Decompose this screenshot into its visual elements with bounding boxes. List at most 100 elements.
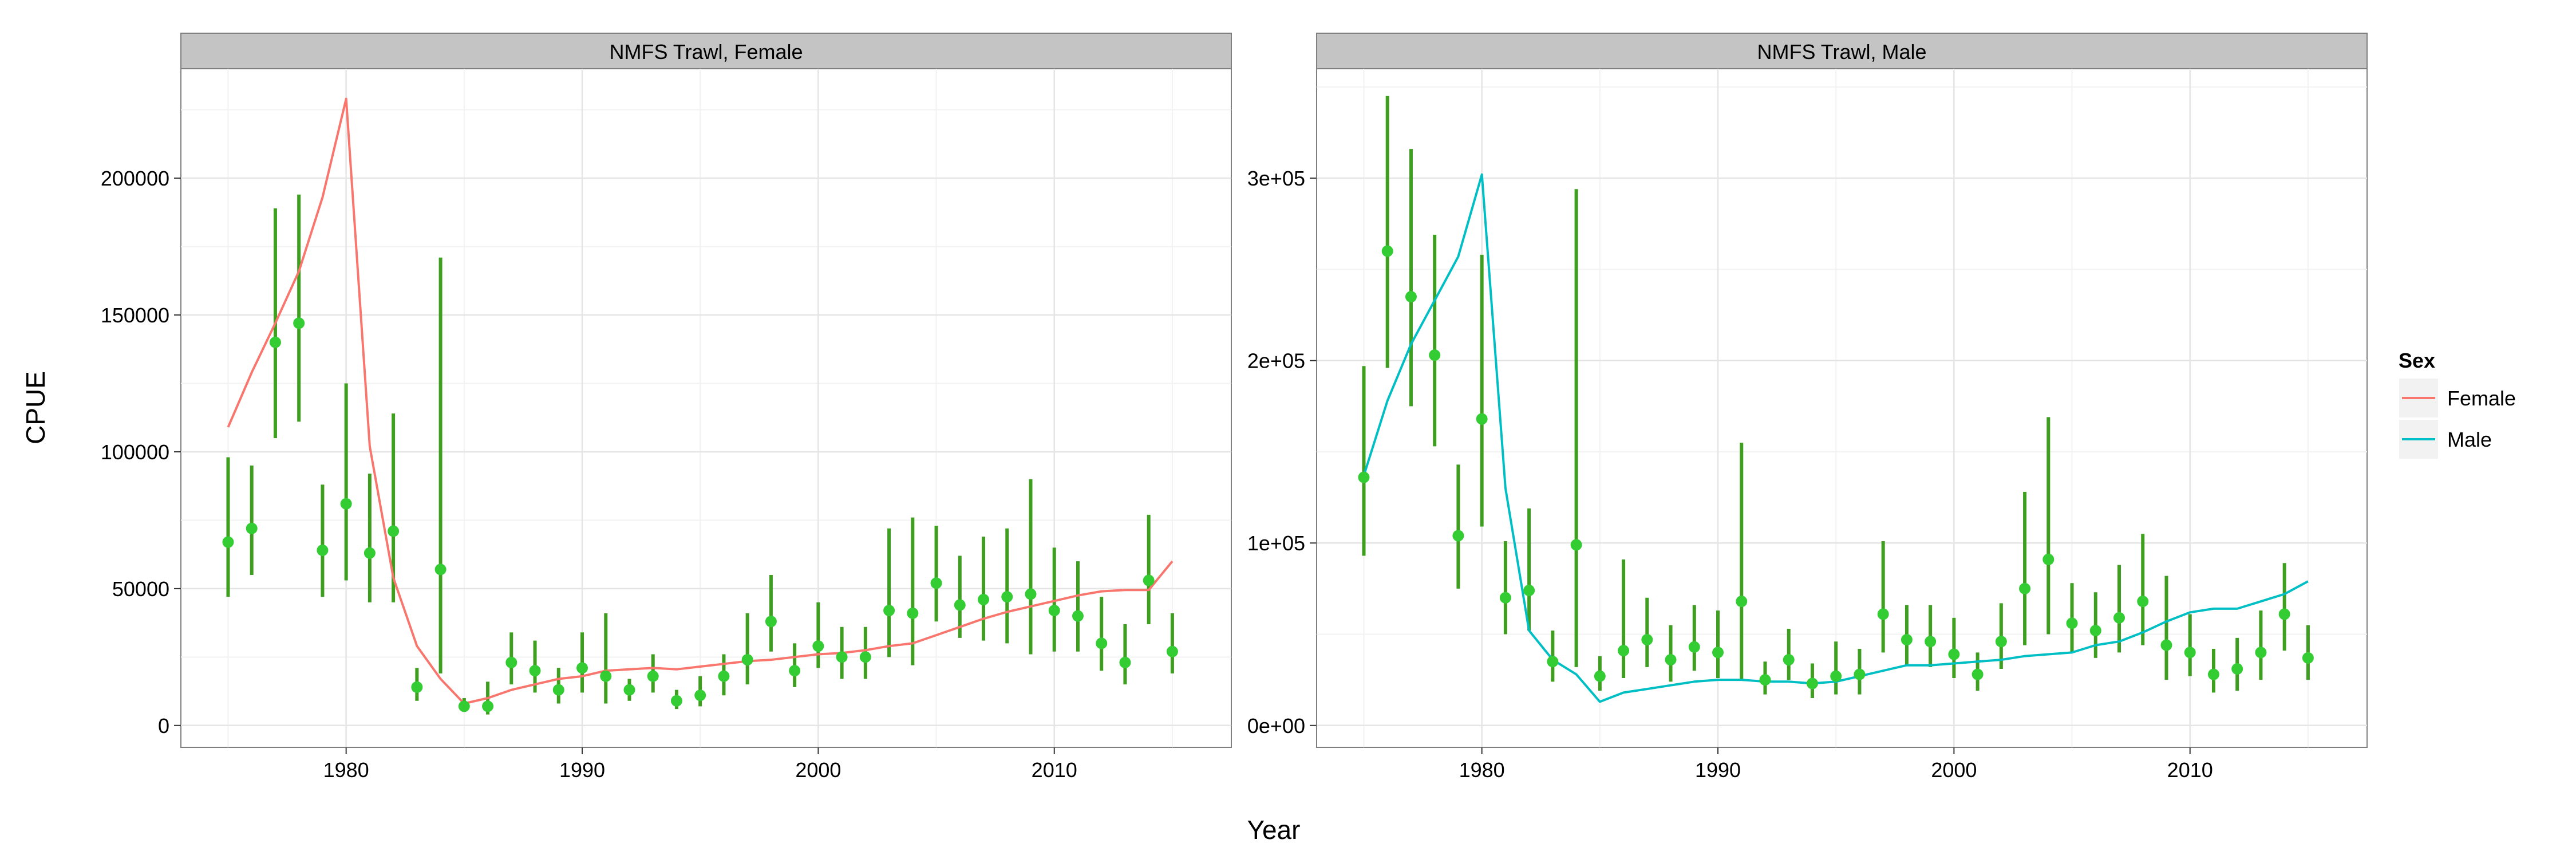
observed-point [388, 525, 400, 537]
observed-point [2066, 617, 2078, 629]
observed-point [1759, 674, 1771, 686]
x-tick-label: 1990 [559, 758, 605, 782]
observed-point [741, 654, 753, 666]
observed-point [1476, 413, 1488, 425]
observed-point [1523, 585, 1535, 597]
observed-point [883, 605, 895, 617]
observed-point [2160, 639, 2172, 651]
observed-point [1166, 645, 1178, 657]
observed-point [1452, 530, 1464, 542]
observed-point [2278, 608, 2290, 620]
y-tick-label: 100000 [101, 440, 169, 464]
x-tick-label: 2010 [2167, 758, 2213, 782]
observed-point [411, 681, 423, 693]
observed-point [293, 317, 305, 329]
observed-point [364, 547, 376, 559]
y-tick-label: 150000 [101, 304, 169, 327]
y-tick-label: 3e+05 [1247, 167, 1305, 190]
observed-point [812, 640, 824, 652]
observed-point [1971, 668, 1984, 680]
observed-point [1048, 605, 1060, 617]
observed-point [2113, 612, 2125, 624]
observed-point [1854, 668, 1866, 680]
panel-male-plot-area [1316, 68, 2368, 748]
observed-point [2089, 625, 2101, 637]
y-tick-label: 2e+05 [1247, 349, 1305, 373]
observed-point [930, 577, 942, 589]
observed-point [1618, 645, 1630, 657]
observed-point [765, 616, 777, 628]
observed-point [836, 651, 848, 663]
observed-point [1901, 634, 1913, 646]
observed-point [529, 665, 541, 677]
observed-point [1783, 654, 1795, 666]
observed-point [222, 536, 234, 548]
observed-point [1358, 471, 1370, 483]
panel-female-strip [180, 33, 1232, 69]
observed-point [1143, 574, 1155, 586]
observed-point [458, 700, 470, 712]
observed-point [718, 670, 730, 682]
observed-point [1119, 656, 1131, 668]
observed-point [576, 662, 588, 674]
panel-male-strip-title: NMFS Trawl, Male [1757, 40, 1926, 64]
observed-point [1995, 636, 2007, 648]
observed-point [1948, 648, 1960, 660]
observed-point [1925, 636, 1937, 648]
observed-point [1877, 608, 1889, 620]
observed-point [1547, 656, 1559, 668]
observed-point [1594, 670, 1606, 682]
panel-female-x-axis: 1980 1990 2000 2010 [323, 747, 1077, 782]
observed-point [2207, 668, 2219, 680]
observed-point [2042, 553, 2055, 565]
legend-title: Sex [2399, 349, 2435, 372]
observed-point [2302, 652, 2314, 664]
legend-label-female: Female [2447, 387, 2516, 410]
observed-point [1712, 647, 1724, 659]
legend: Sex Female Male [2398, 349, 2516, 460]
panel-female: NMFS Trawl, Female 0 50000 100000 150000 200… [101, 33, 1232, 782]
observed-point [694, 689, 706, 702]
observed-point [670, 695, 682, 707]
observed-point [1499, 592, 1511, 604]
observed-point [1429, 349, 1441, 361]
observed-point [1072, 610, 1084, 622]
observed-point [505, 656, 517, 668]
observed-point [1096, 637, 1108, 649]
observed-point [907, 607, 919, 619]
observed-point [1405, 291, 1417, 303]
panel-female-y-axis: 0 50000 100000 150000 200000 [101, 167, 181, 738]
observed-point [1736, 596, 1748, 608]
observed-point [647, 670, 659, 682]
observed-point [954, 599, 966, 611]
observed-point [434, 564, 447, 576]
y-axis-title: CPUE [21, 371, 50, 444]
x-tick-label: 2000 [795, 758, 841, 782]
observed-point [789, 665, 801, 677]
panel-male-x-axis: 1980 1990 2000 2010 [1459, 747, 2213, 782]
panel-male-y-axis: 0e+00 1e+05 2e+05 3e+05 [1247, 167, 1317, 738]
panel-female-marks [222, 97, 1178, 715]
observed-point [1001, 591, 1013, 603]
observed-point [1641, 634, 1653, 646]
observed-point [1665, 654, 1677, 666]
x-tick-label: 1980 [323, 758, 369, 782]
observed-point [2137, 596, 2149, 608]
observed-point [246, 522, 258, 534]
observed-point [340, 498, 352, 510]
observed-point [859, 651, 871, 663]
y-tick-label: 1e+05 [1247, 531, 1305, 555]
observed-point [978, 593, 990, 605]
legend-label-male: Male [2447, 428, 2492, 451]
observed-point [1830, 670, 1842, 682]
y-tick-label: 0e+00 [1247, 714, 1305, 738]
predicted-line-female [227, 97, 1174, 705]
panel-male: NMFS Trawl, Male 0e+00 1e+05 2e+05 3e+05 19… [1247, 33, 2368, 782]
panel-male-strip [1316, 33, 2368, 69]
panel-female-plot-area [180, 68, 1232, 748]
observed-point [2231, 663, 2243, 675]
observed-point [1381, 245, 1393, 257]
observed-point [1025, 588, 1037, 600]
panel-male-grid [1317, 69, 2367, 747]
x-tick-label: 1990 [1695, 758, 1741, 782]
